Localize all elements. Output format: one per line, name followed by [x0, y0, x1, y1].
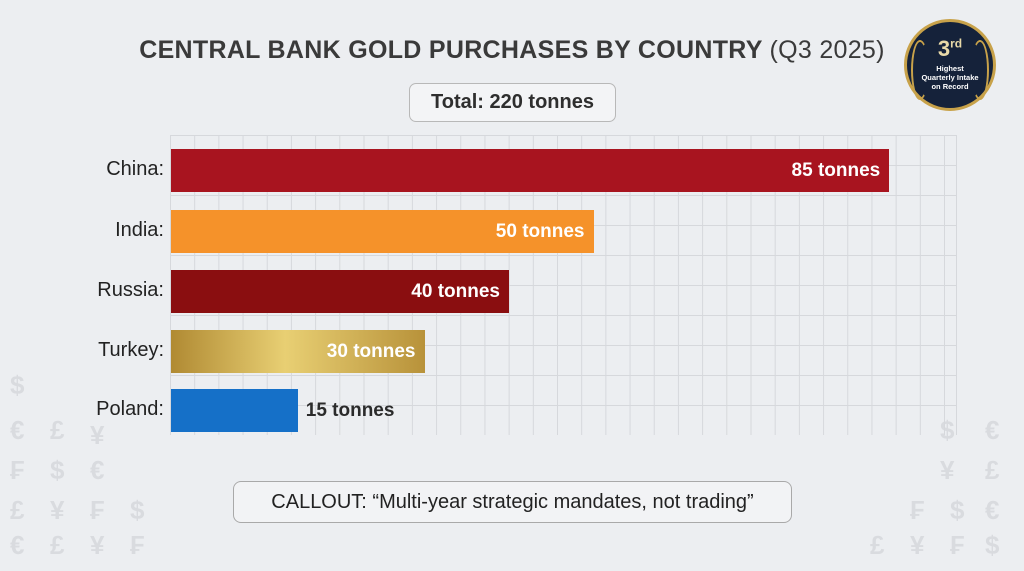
callout-box: CALLOUT: “Multi-year strategic mandates,…	[233, 481, 792, 523]
badge-rank: 3rd	[937, 36, 963, 61]
data-label: 85 tonnes	[791, 160, 881, 181]
currency-symbol-icon: ¥	[910, 530, 925, 560]
currency-symbol-icon: $	[130, 495, 145, 525]
category-label: Poland:	[96, 398, 164, 420]
category-label: Russia:	[97, 279, 164, 301]
category-label: India:	[115, 219, 164, 241]
currency-symbol-icon: $	[50, 455, 65, 485]
currency-symbol-icon: £	[50, 530, 65, 560]
currency-symbol-icon: $	[950, 495, 965, 525]
currency-symbol-icon: €	[10, 415, 25, 445]
category-label: China:	[106, 158, 164, 180]
data-label: 15 tonnes	[305, 400, 395, 421]
currency-symbol-icon: €	[985, 495, 1000, 525]
category-label: Turkey:	[98, 339, 164, 361]
currency-symbol-icon: ¥	[90, 530, 105, 560]
currency-symbol-icon: £	[870, 530, 885, 560]
badge-text: Highest Quarterly Intake on Record	[921, 64, 979, 91]
total-box: Total: 220 tonnes	[409, 83, 616, 122]
currency-symbol-icon: £	[985, 455, 1000, 485]
currency-symbol-icon: €	[985, 415, 1000, 445]
bar	[171, 389, 298, 432]
currency-symbol-icon: ₣	[910, 495, 925, 525]
chart-title: CENTRAL BANK GOLD PURCHASES BY COUNTRY (…	[0, 36, 1024, 65]
currency-symbol-icon: ¥	[90, 420, 105, 450]
laurel-right-icon	[971, 40, 989, 100]
currency-symbol-icon: €	[90, 455, 105, 485]
currency-symbol-icon: ₣	[950, 530, 965, 560]
bar	[171, 270, 509, 313]
currency-symbol-icon: ¥	[50, 495, 65, 525]
bar	[171, 149, 890, 192]
currency-symbol-icon: $	[985, 530, 1000, 560]
bar	[171, 330, 425, 373]
bar	[171, 210, 594, 253]
data-label: 40 tonnes	[411, 281, 500, 302]
data-label: 30 tonnes	[326, 341, 416, 362]
currency-symbol-icon: ₣	[90, 495, 105, 525]
title-main: CENTRAL BANK GOLD PURCHASES BY COUNTRY	[139, 36, 763, 64]
currency-symbol-icon: ₣	[130, 530, 145, 560]
currency-symbol-icon: ₣	[10, 455, 25, 485]
title-subtitle: (Q3 2025)	[769, 36, 885, 64]
laurel-left-icon	[911, 40, 929, 100]
currency-symbol-icon: $	[10, 370, 25, 400]
currency-symbol-icon: ¥	[940, 455, 955, 485]
currency-symbol-icon: €	[10, 530, 25, 560]
currency-symbol-icon: £	[10, 495, 25, 525]
currency-symbol-icon: £	[50, 415, 65, 445]
data-label: 50 tonnes	[495, 221, 585, 242]
record-badge: 3rd Highest Quarterly Intake on Record	[904, 19, 996, 111]
